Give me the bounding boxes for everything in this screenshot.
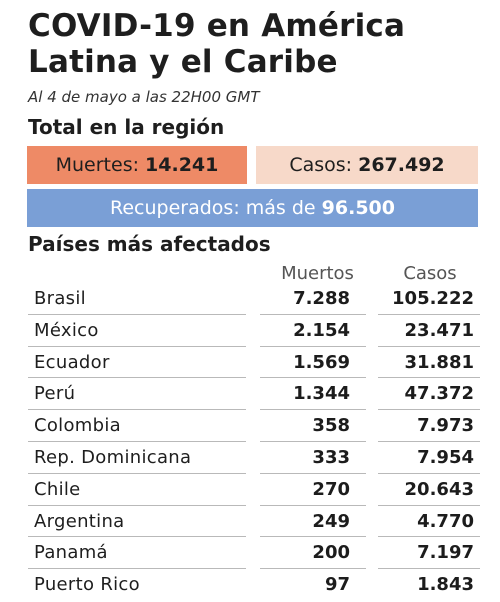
country-name: Puerto Rico bbox=[34, 574, 140, 596]
total-deaths-box: Muertes: 14.241 bbox=[27, 146, 247, 184]
row-divider bbox=[28, 472, 246, 474]
country-cases: 47.372 bbox=[404, 383, 474, 405]
country-deaths: 333 bbox=[312, 446, 350, 468]
row-divider bbox=[378, 568, 480, 570]
country-name: Chile bbox=[34, 478, 81, 500]
row-divider bbox=[260, 568, 366, 570]
total-deaths-label: Muertes: bbox=[55, 154, 146, 176]
total-region-heading: Total en la región bbox=[28, 115, 225, 139]
country-name: Colombia bbox=[34, 415, 121, 437]
row-divider bbox=[28, 440, 246, 442]
table-row: Panamá 200 7.197 bbox=[28, 538, 482, 570]
total-cases-box: Casos: 267.492 bbox=[256, 146, 478, 184]
country-name: Perú bbox=[34, 383, 76, 405]
country-deaths: 2.154 bbox=[293, 319, 350, 341]
countries-heading: Países más afectados bbox=[28, 232, 271, 256]
row-divider bbox=[28, 377, 246, 379]
total-cases-value: 267.492 bbox=[358, 154, 445, 176]
countries-table: Brasil 7.288 105.222 México 2.154 23.471 Ecuad… bbox=[28, 284, 482, 602]
table-row: Ecuador 1.569 31.881 bbox=[28, 348, 482, 380]
country-deaths: 97 bbox=[324, 574, 350, 596]
row-divider bbox=[260, 377, 366, 379]
date-subtitle: Al 4 de mayo a las 22H00 GMT bbox=[28, 88, 260, 106]
column-header-deaths: Muertos bbox=[281, 263, 354, 284]
country-name: Panamá bbox=[34, 542, 108, 564]
row-divider bbox=[378, 313, 480, 315]
row-divider bbox=[378, 440, 480, 442]
row-divider bbox=[378, 472, 480, 474]
country-deaths: 200 bbox=[312, 542, 350, 564]
country-deaths: 7.288 bbox=[293, 288, 350, 309]
row-divider bbox=[260, 504, 366, 506]
country-deaths: 358 bbox=[312, 415, 350, 437]
row-divider bbox=[28, 345, 246, 347]
country-name: Rep. Dominicana bbox=[34, 446, 192, 468]
country-cases: 7.973 bbox=[417, 415, 474, 437]
table-row: México 2.154 23.471 bbox=[28, 316, 482, 348]
row-divider bbox=[378, 409, 480, 411]
country-deaths: 1.344 bbox=[293, 383, 350, 405]
country-cases: 7.954 bbox=[417, 446, 474, 468]
total-recovered-box: Recuperados: más de 96.500 bbox=[27, 189, 478, 227]
country-cases: 20.643 bbox=[404, 478, 474, 500]
country-name: Ecuador bbox=[34, 351, 110, 373]
row-divider bbox=[378, 536, 480, 538]
total-deaths-value: 14.241 bbox=[145, 154, 219, 176]
row-divider bbox=[260, 536, 366, 538]
country-deaths: 1.569 bbox=[293, 351, 350, 373]
row-divider bbox=[28, 313, 246, 315]
row-divider bbox=[260, 345, 366, 347]
table-row: Colombia 358 7.973 bbox=[28, 411, 482, 443]
row-divider bbox=[260, 313, 366, 315]
row-divider bbox=[28, 536, 246, 538]
table-row: Perú 1.344 47.372 bbox=[28, 379, 482, 411]
table-row: Puerto Rico 97 1.843 bbox=[28, 570, 482, 602]
country-cases: 105.222 bbox=[392, 288, 474, 309]
country-cases: 7.197 bbox=[417, 542, 474, 564]
row-divider bbox=[378, 345, 480, 347]
total-recovered-value: 96.500 bbox=[321, 197, 395, 219]
table-row: Chile 270 20.643 bbox=[28, 475, 482, 507]
row-divider bbox=[260, 472, 366, 474]
row-divider bbox=[378, 377, 480, 379]
table-row: Brasil 7.288 105.222 bbox=[28, 284, 482, 316]
country-cases: 1.843 bbox=[417, 574, 474, 596]
table-row: Argentina 249 4.770 bbox=[28, 507, 482, 539]
country-cases: 4.770 bbox=[417, 510, 474, 532]
country-cases: 23.471 bbox=[404, 319, 474, 341]
country-name: Brasil bbox=[34, 288, 86, 309]
row-divider bbox=[28, 568, 246, 570]
country-deaths: 270 bbox=[312, 478, 350, 500]
page-title: COVID-19 en América Latina y el Caribe bbox=[28, 8, 406, 80]
row-divider bbox=[28, 409, 246, 411]
row-divider bbox=[260, 409, 366, 411]
total-recovered-label: Recuperados: más de bbox=[110, 197, 322, 219]
table-row: Rep. Dominicana 333 7.954 bbox=[28, 443, 482, 475]
country-cases: 31.881 bbox=[404, 351, 474, 373]
country-name: Argentina bbox=[34, 510, 125, 532]
row-divider bbox=[378, 504, 480, 506]
row-divider bbox=[28, 504, 246, 506]
country-name: México bbox=[34, 319, 99, 341]
country-deaths: 249 bbox=[312, 510, 350, 532]
column-header-cases: Casos bbox=[403, 263, 457, 284]
total-cases-label: Casos: bbox=[289, 154, 359, 176]
row-divider bbox=[260, 440, 366, 442]
